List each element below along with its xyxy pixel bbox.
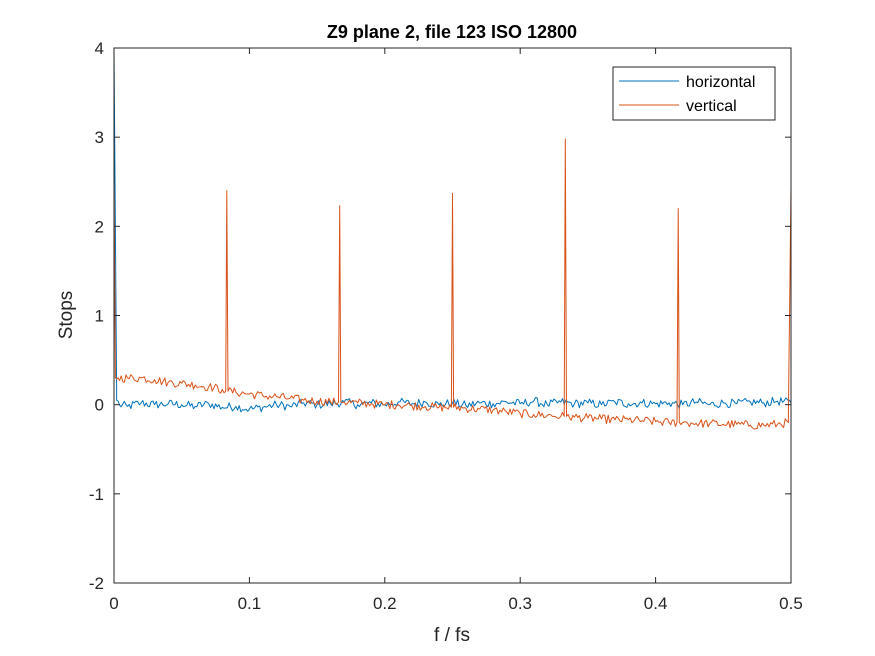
x-tick-label: 0.2 [373,594,397,613]
x-axis-label: f / fs [434,625,470,646]
plot-area [114,48,791,583]
y-tick-label: 2 [95,217,104,236]
y-axis: -2 -1 0 1 2 3 4 [89,39,791,593]
y-tick-label: 1 [95,307,104,326]
series-layer [113,47,792,430]
series-line-vertical [113,138,792,430]
x-axis: 0 0.1 0.2 0.3 0.4 0.5 [109,48,803,613]
legend: horizontal vertical [612,66,776,121]
legend-label-vertical: vertical [686,98,737,115]
series-line-horizontal [113,47,792,413]
x-tick-label: 0 [109,594,118,613]
y-tick-label: -2 [89,574,104,593]
y-axis-label: Stops [56,291,77,340]
legend-label-horizontal: horizontal [686,74,755,91]
y-tick-label: -1 [89,485,104,504]
x-tick-label: 0.1 [238,594,262,613]
chart-title: Z9 plane 2, file 123 ISO 12800 [327,22,577,42]
legend-box [612,66,776,121]
y-tick-label: 0 [95,396,104,415]
y-tick-label: 3 [95,128,104,147]
y-tick-label: 4 [95,39,104,58]
x-tick-label: 0.5 [779,594,803,613]
x-tick-label: 0.3 [508,594,532,613]
x-tick-label: 0.4 [644,594,668,613]
